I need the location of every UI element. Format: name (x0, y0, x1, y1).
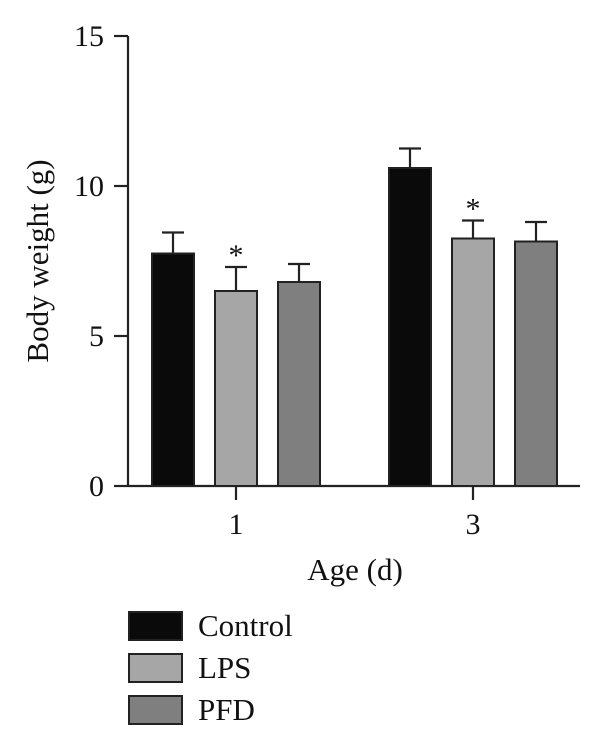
y-axis-title: Body weight (g) (20, 159, 55, 362)
significance-marker: * (466, 193, 481, 226)
bar-pfd-3 (514, 240, 558, 487)
bars: ** (151, 147, 558, 487)
x-tick-label: 1 (229, 508, 244, 541)
bar-control-3 (388, 167, 432, 487)
x-axis-title: Age (d) (307, 552, 403, 587)
legend-label-pfd: PFD (198, 692, 255, 727)
legend-swatch-pfd (128, 695, 183, 725)
legend: Control LPS PFD (128, 608, 293, 727)
bar-lps-1 (214, 290, 258, 487)
legend-label-control: Control (198, 608, 293, 643)
legend-swatch-lps (128, 653, 183, 683)
x-tick-label: 3 (466, 508, 481, 541)
y-tick-label: 10 (74, 170, 104, 203)
y-tick-label: 5 (89, 320, 104, 353)
bar-control-1 (151, 252, 195, 487)
legend-swatch-control (128, 611, 183, 641)
bar-lps-3 (451, 237, 495, 487)
y-tick-label: 0 (89, 470, 104, 503)
y-tick-label: 15 (74, 20, 104, 53)
significance-marker: * (229, 239, 244, 272)
bar-pfd-1 (277, 281, 321, 487)
legend-label-lps: LPS (198, 650, 251, 685)
y-axis: 0 5 10 15 (74, 20, 130, 503)
